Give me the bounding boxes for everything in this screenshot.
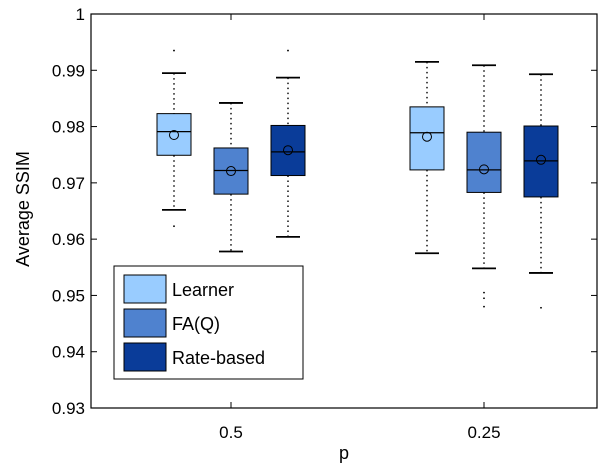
y-tick-label: 0.95 — [52, 286, 85, 305]
y-tick-label: 0.98 — [52, 118, 85, 137]
x-axis-label: p — [339, 443, 349, 463]
outlier-point — [483, 297, 485, 300]
y-tick-label: 0.93 — [52, 399, 85, 418]
plot-frame — [90, 13, 598, 409]
box-learner-0.5 — [156, 49, 192, 228]
legend-label: Rate-based — [172, 348, 265, 368]
y-tick-label: 0.99 — [52, 61, 85, 80]
mean-marker — [169, 130, 179, 141]
outlier-point — [540, 306, 542, 309]
legend-label: FA(Q) — [172, 314, 220, 334]
mean-marker — [479, 164, 489, 175]
outlier-point — [173, 225, 175, 228]
outlier-point — [483, 291, 485, 294]
mean-marker — [226, 166, 236, 177]
box-learner-0.25 — [409, 60, 445, 255]
legend-swatch — [123, 308, 167, 338]
outlier-point — [483, 305, 485, 308]
outlier-point — [173, 49, 175, 52]
y-tick-label: 0.96 — [52, 230, 85, 249]
y-tick-label: 0.97 — [52, 174, 85, 193]
box-rate-based-0.25 — [523, 73, 559, 309]
legend-swatch — [123, 342, 167, 372]
mean-marker — [422, 131, 432, 142]
y-tick-label: 1 — [76, 5, 85, 24]
box-iqr — [466, 131, 502, 193]
box-rate-based-0.5 — [270, 49, 306, 238]
x-tick-label: 0.5 — [219, 423, 243, 442]
box-fa-q--0.5 — [213, 102, 249, 271]
box-iqr — [156, 113, 192, 156]
box-iqr — [270, 124, 306, 177]
x-tick-label: 0.25 — [467, 423, 500, 442]
y-axis-label: Average SSIM — [13, 151, 33, 267]
legend-swatch — [123, 274, 167, 304]
mean-marker — [283, 145, 293, 156]
mean-marker — [536, 154, 546, 165]
y-tick-label: 0.94 — [52, 343, 85, 362]
box-iqr — [409, 106, 445, 171]
outlier-point — [287, 49, 289, 52]
box-fa-q--0.25 — [466, 64, 502, 308]
legend-label: Learner — [172, 280, 234, 300]
